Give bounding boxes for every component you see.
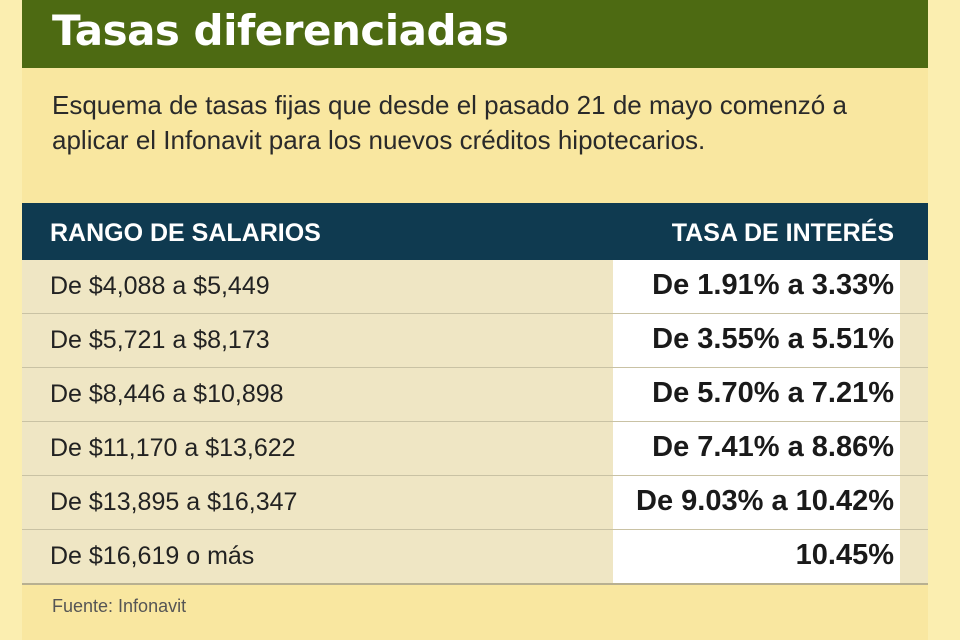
interest-rate-value: De 9.03% a 10.42% <box>636 485 894 517</box>
source-note: Fuente: Infonavit <box>52 596 187 616</box>
header-salary-range: RANGO DE SALARIOS <box>50 219 321 247</box>
interest-rate-value: De 7.41% a 8.86% <box>652 431 894 463</box>
salary-range-cell: De $16,619 o más <box>50 542 255 570</box>
page-title: Tasas diferenciadas <box>52 6 509 55</box>
salary-range-cell: De $8,446 a $10,898 <box>50 380 284 408</box>
salary-range-cell: De $11,170 a $13,622 <box>50 434 296 462</box>
table-row: De $16,619 o más 10.45% <box>22 530 928 585</box>
interest-rate-cell: De 1.91% a 3.33% <box>613 260 900 313</box>
infographic-card: Tasas diferenciadas Esquema de tasas fij… <box>22 0 928 640</box>
header-interest-rate: TASA DE INTERÉS <box>671 219 894 247</box>
interest-rate-value: De 5.70% a 7.21% <box>652 377 894 409</box>
table-row: De $4,088 a $5,449 De 1.91% a 3.33% <box>22 260 928 314</box>
interest-rate-cell: De 7.41% a 8.86% <box>613 422 900 475</box>
table-row: De $13,895 a $16,347 De 9.03% a 10.42% <box>22 476 928 530</box>
table-row: De $8,446 a $10,898 De 5.70% a 7.21% <box>22 368 928 422</box>
table-header: RANGO DE SALARIOS TASA DE INTERÉS <box>22 203 928 260</box>
salary-range-cell: De $13,895 a $16,347 <box>50 488 298 516</box>
title-bar: Tasas diferenciadas <box>22 0 928 68</box>
table-row: De $5,721 a $8,173 De 3.55% a 5.51% <box>22 314 928 368</box>
rates-table: RANGO DE SALARIOS TASA DE INTERÉS De $4,… <box>22 203 928 585</box>
interest-rate-value: De 1.91% a 3.33% <box>652 269 894 301</box>
salary-range-cell: De $4,088 a $5,449 <box>50 272 270 300</box>
interest-rate-cell: De 9.03% a 10.42% <box>613 476 900 529</box>
interest-rate-cell: 10.45% <box>613 530 900 583</box>
interest-rate-value: De 3.55% a 5.51% <box>652 323 894 355</box>
interest-rate-cell: De 5.70% a 7.21% <box>613 368 900 421</box>
table-row: De $11,170 a $13,622 De 7.41% a 8.86% <box>22 422 928 476</box>
salary-range-cell: De $5,721 a $8,173 <box>50 326 270 354</box>
subtitle: Esquema de tasas fijas que desde el pasa… <box>52 90 847 155</box>
interest-rate-cell: De 3.55% a 5.51% <box>613 314 900 367</box>
interest-rate-value: 10.45% <box>795 539 894 571</box>
